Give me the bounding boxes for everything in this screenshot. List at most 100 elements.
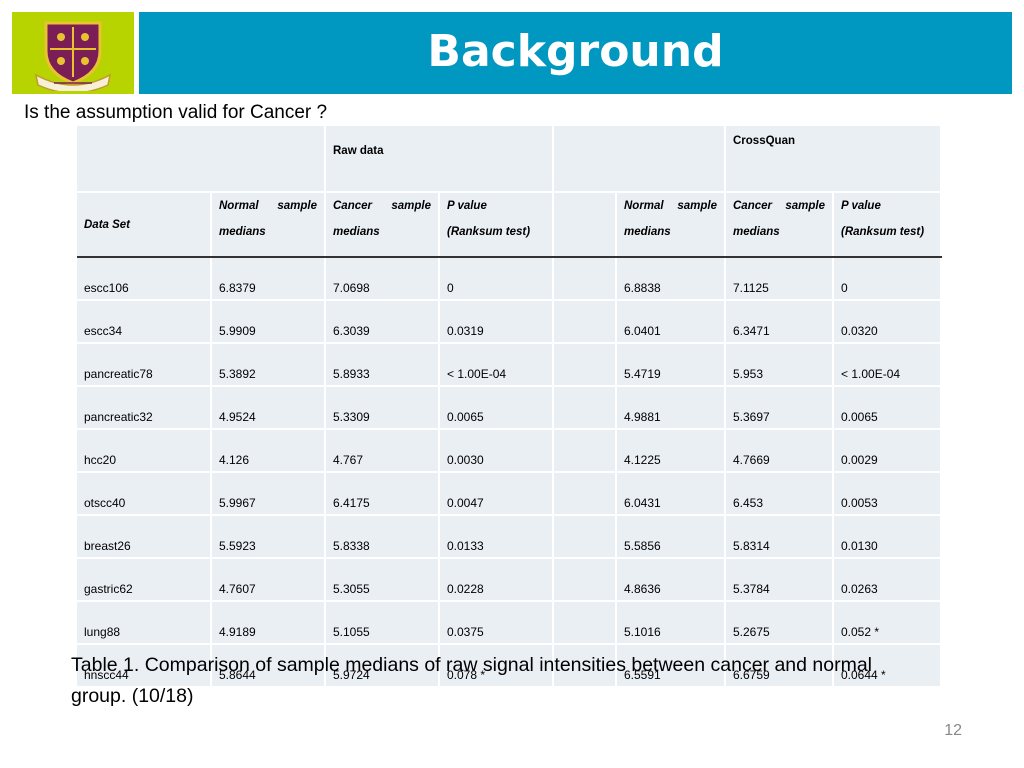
table-row: hcc20 4.126 4.767 0.0030 4.1225 4.7669 0.0029 <box>77 429 942 473</box>
cell-cq-pvalue: 0 <box>833 257 942 301</box>
table-row: otscc40 5.9967 6.4175 0.0047 6.0431 6.453 0.00… <box>77 472 942 516</box>
cell-cq-pvalue: 0.0065 <box>833 386 942 430</box>
cell-cq-cancer: 5.953 <box>725 343 834 387</box>
cell-cq-pvalue: 0.0320 <box>833 300 942 344</box>
table-cell-empty <box>553 300 617 344</box>
cell-cq-cancer: 6.3471 <box>725 300 834 344</box>
university-crest-icon <box>34 21 112 91</box>
cell-cq-pvalue: 0.0644 * <box>833 644 942 688</box>
table-cell-empty <box>553 192 617 258</box>
cell-raw-pvalue: 0.0133 <box>439 515 554 559</box>
cell-raw-cancer: 5.8933 <box>325 343 440 387</box>
cell-raw-normal: 5.5923 <box>211 515 326 559</box>
cell-cq-cancer: 6.6759 <box>725 644 834 688</box>
table-cell-empty <box>553 126 726 193</box>
logo-box <box>12 12 134 94</box>
cell-dataset: pancreatic78 <box>77 343 212 387</box>
cell-dataset: pancreatic32 <box>77 386 212 430</box>
cell-dataset: gastric62 <box>77 558 212 602</box>
cell-cq-normal: 5.5856 <box>616 515 726 559</box>
cell-raw-cancer: 5.9724 <box>325 644 440 688</box>
cell-raw-normal: 4.7607 <box>211 558 326 602</box>
cell-cq-pvalue: 0.052 * <box>833 601 942 645</box>
comparison-table: Raw data CrossQuan Data Set Normal sampl… <box>77 126 942 688</box>
table-cell-empty <box>553 429 617 473</box>
cell-raw-pvalue: < 1.00E-04 <box>439 343 554 387</box>
cell-raw-cancer: 6.4175 <box>325 472 440 516</box>
cell-raw-pvalue: 0.0375 <box>439 601 554 645</box>
table-row: lung88 4.9189 5.1055 0.0375 5.1016 5.2675 0.05… <box>77 601 942 645</box>
table-row: pancreatic32 4.9524 5.3309 0.0065 4.9881 5.36… <box>77 386 942 430</box>
cell-raw-cancer: 5.1055 <box>325 601 440 645</box>
table-group-header-row: Raw data CrossQuan <box>77 126 942 193</box>
col-header-raw-cancer: Cancer sample medians <box>325 192 440 258</box>
table-cell-empty <box>77 126 326 193</box>
cell-raw-normal: 4.9524 <box>211 386 326 430</box>
page-number: 12 <box>944 722 962 739</box>
table-row: pancreatic78 5.3892 5.8933 < 1.00E-04 5.4719… <box>77 343 942 387</box>
cell-cq-pvalue: 0.0263 <box>833 558 942 602</box>
cell-raw-pvalue: 0.0228 <box>439 558 554 602</box>
cell-raw-cancer: 4.767 <box>325 429 440 473</box>
cell-raw-pvalue: 0.0065 <box>439 386 554 430</box>
cell-raw-normal: 4.9189 <box>211 601 326 645</box>
table-column-header-row: Data Set Normal sample medians Cancer sam… <box>77 192 942 258</box>
slide-title: Background <box>427 26 724 77</box>
cell-cq-cancer: 5.3784 <box>725 558 834 602</box>
cell-cq-pvalue: 0.0130 <box>833 515 942 559</box>
cell-cq-pvalue: < 1.00E-04 <box>833 343 942 387</box>
table-cell-empty <box>553 601 617 645</box>
cell-cq-cancer: 5.8314 <box>725 515 834 559</box>
cell-cq-normal: 5.1016 <box>616 601 726 645</box>
cell-cq-normal: 5.4719 <box>616 343 726 387</box>
col-header-cq-normal: Normal sample medians <box>616 192 726 258</box>
cell-raw-cancer: 5.8338 <box>325 515 440 559</box>
cell-dataset: hcc20 <box>77 429 212 473</box>
cell-dataset: escc106 <box>77 257 212 301</box>
cell-raw-pvalue: 0.0047 <box>439 472 554 516</box>
table-cell-empty <box>553 515 617 559</box>
table-caption: Table 1. Comparison of sample medians of… <box>71 654 873 707</box>
cell-cq-normal: 6.8838 <box>616 257 726 301</box>
cell-dataset: otscc40 <box>77 472 212 516</box>
table-cell-empty <box>553 257 617 301</box>
cell-raw-cancer: 7.0698 <box>325 257 440 301</box>
slide-subtitle: Is the assumption valid for Cancer ? <box>24 102 328 123</box>
cell-raw-normal: 6.8379 <box>211 257 326 301</box>
title-bar: Background <box>139 12 1012 94</box>
cell-raw-normal: 5.9909 <box>211 300 326 344</box>
cell-raw-pvalue: 0.0030 <box>439 429 554 473</box>
col-header-cq-pvalue: P value (Ranksum test) <box>833 192 942 258</box>
cell-cq-normal: 4.1225 <box>616 429 726 473</box>
cell-dataset: breast26 <box>77 515 212 559</box>
cell-cq-cancer: 5.3697 <box>725 386 834 430</box>
cell-raw-pvalue: 0.0319 <box>439 300 554 344</box>
cell-cq-normal: 4.8636 <box>616 558 726 602</box>
cell-cq-normal: 6.5591 <box>616 644 726 688</box>
table-row: escc34 5.9909 6.3039 0.0319 6.0401 6.3471 0.03… <box>77 300 942 344</box>
cell-cq-normal: 6.0431 <box>616 472 726 516</box>
cell-raw-pvalue: 0.078 * <box>439 644 554 688</box>
cell-dataset: hnscc44 <box>77 644 212 688</box>
table-row: breast26 5.5923 5.8338 0.0133 5.5856 5.8314 0.… <box>77 515 942 559</box>
cell-cq-normal: 4.9881 <box>616 386 726 430</box>
table-row: escc106 6.8379 7.0698 0 6.8838 7.1125 0 <box>77 257 942 301</box>
cell-raw-cancer: 6.3039 <box>325 300 440 344</box>
cell-cq-normal: 6.0401 <box>616 300 726 344</box>
table-row: gastric62 4.7607 5.3055 0.0228 4.8636 5.3784 0… <box>77 558 942 602</box>
cell-cq-pvalue: 0.0053 <box>833 472 942 516</box>
group-raw-data: Raw data <box>325 126 554 193</box>
col-header-raw-normal: Normal sample medians <box>211 192 326 258</box>
group-crossquan: CrossQuan <box>725 126 942 193</box>
cell-raw-normal: 5.9967 <box>211 472 326 516</box>
table-cell-empty <box>553 472 617 516</box>
cell-cq-pvalue: 0.0029 <box>833 429 942 473</box>
cell-cq-cancer: 4.7669 <box>725 429 834 473</box>
cell-cq-cancer: 5.2675 <box>725 601 834 645</box>
cell-raw-cancer: 5.3309 <box>325 386 440 430</box>
cell-cq-cancer: 7.1125 <box>725 257 834 301</box>
cell-raw-normal: 5.3892 <box>211 343 326 387</box>
table-cell-empty <box>553 558 617 602</box>
table-row: hnscc44 5.8644 5.9724 0.078 * 6.5591 6.6759 0.… <box>77 644 942 688</box>
col-header-dataset: Data Set <box>77 192 212 258</box>
